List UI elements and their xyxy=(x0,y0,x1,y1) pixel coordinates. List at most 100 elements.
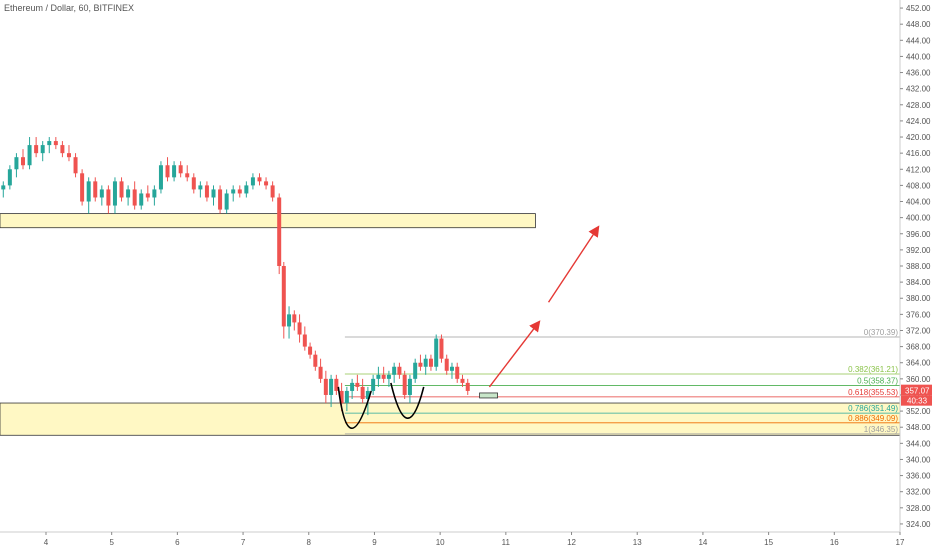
x-tick-label: 7 xyxy=(241,538,246,547)
candle-body xyxy=(376,374,381,379)
y-tick-label: 352.00 xyxy=(906,407,931,416)
candle-body xyxy=(80,173,85,202)
x-tick-label: 8 xyxy=(307,538,312,547)
support-resistance-zone xyxy=(0,213,536,229)
y-tick-label: 372.00 xyxy=(906,326,931,335)
support-resistance-zone xyxy=(0,402,901,436)
candle-body xyxy=(27,145,32,166)
y-tick-label: 364.00 xyxy=(906,359,931,368)
pattern-curve-right xyxy=(390,382,425,419)
countdown-tag xyxy=(901,395,932,406)
candle-body xyxy=(139,193,144,206)
candle-body xyxy=(350,382,355,391)
fib-level-label: 0.5(358.37) xyxy=(857,376,898,385)
candle-body xyxy=(434,338,439,367)
y-tick-label: 376.00 xyxy=(906,310,931,319)
y-tick-label: 452.00 xyxy=(906,4,931,13)
y-tick-label: 348.00 xyxy=(906,423,931,432)
x-tick-label: 15 xyxy=(764,538,773,547)
candle-body xyxy=(231,189,236,194)
candle-body xyxy=(407,378,412,395)
y-tick-label: 324.00 xyxy=(906,520,931,529)
candle-body xyxy=(465,382,470,391)
candle-body xyxy=(334,378,339,391)
candle-body xyxy=(53,141,58,146)
candle-body xyxy=(244,185,249,194)
candle-body xyxy=(1,185,6,190)
candle-body xyxy=(99,189,104,198)
y-tick-label: 332.00 xyxy=(906,488,931,497)
candle-body xyxy=(198,185,203,190)
y-tick-label: 368.00 xyxy=(906,343,931,352)
countdown-text: 40:33 xyxy=(907,397,928,406)
candle-body xyxy=(218,189,223,210)
y-tick-label: 328.00 xyxy=(906,504,931,513)
y-tick-label: 392.00 xyxy=(906,246,931,255)
candle-body xyxy=(339,390,344,404)
candle-body xyxy=(371,378,376,391)
fib-level-label: 0(370.39) xyxy=(864,328,899,337)
last-price-tag xyxy=(901,384,932,396)
fib-level-label: 0.618(355.53) xyxy=(848,388,898,397)
candle-body xyxy=(323,378,328,395)
candle-body xyxy=(439,338,444,359)
y-tick-label: 404.00 xyxy=(906,198,931,207)
x-tick-label: 4 xyxy=(44,538,49,547)
candle-body xyxy=(73,157,78,174)
pattern-curve-left xyxy=(337,386,372,429)
candle-body xyxy=(287,314,292,327)
forecast-arrow-1 xyxy=(488,320,541,388)
candle-body xyxy=(318,366,323,379)
x-tick-label: 13 xyxy=(633,538,642,547)
x-tick-label: 6 xyxy=(175,538,180,547)
candle-body xyxy=(329,378,334,395)
y-tick-label: 344.00 xyxy=(906,439,931,448)
y-tick-label: 380.00 xyxy=(906,294,931,303)
candle-body xyxy=(428,358,433,367)
candle-body xyxy=(392,366,397,375)
x-tick-label: 17 xyxy=(896,538,905,547)
candle-body xyxy=(386,374,391,379)
x-tick-label: 10 xyxy=(436,538,445,547)
y-tick-label: 388.00 xyxy=(906,262,931,271)
candle-body xyxy=(191,177,196,190)
candle-body xyxy=(152,189,157,198)
candle-body xyxy=(165,165,170,178)
candle-body xyxy=(119,181,124,198)
candle-body xyxy=(86,181,91,202)
candle-body xyxy=(185,173,190,178)
candle-body xyxy=(132,189,137,206)
candle-body xyxy=(172,165,177,178)
candle-body xyxy=(264,181,269,186)
candle-body xyxy=(455,366,460,379)
candle-body xyxy=(365,390,370,399)
candle-body xyxy=(281,266,286,327)
candle-body xyxy=(34,145,39,154)
entry-box xyxy=(479,392,498,399)
candle-body xyxy=(66,153,71,158)
candle-body xyxy=(413,362,418,379)
candle-body xyxy=(402,374,407,395)
x-tick-label: 16 xyxy=(830,538,839,547)
candle-body xyxy=(106,189,111,206)
candle-body xyxy=(297,322,302,335)
candle-body xyxy=(423,358,428,367)
candle-body xyxy=(418,362,423,367)
candle-body xyxy=(444,358,449,371)
chart-title: Ethereum / Dollar, 60, BITFINEX xyxy=(4,3,135,13)
candle-body xyxy=(145,193,150,198)
y-tick-label: 420.00 xyxy=(906,133,931,142)
candle-body xyxy=(178,165,183,174)
x-tick-label: 9 xyxy=(372,538,377,547)
candle-body xyxy=(270,185,275,198)
candle-body xyxy=(158,165,163,190)
y-tick-label: 336.00 xyxy=(906,472,931,481)
candle-body xyxy=(47,141,52,146)
y-tick-label: 444.00 xyxy=(906,36,931,45)
y-tick-label: 424.00 xyxy=(906,117,931,126)
candle-body xyxy=(302,334,307,347)
candle-body xyxy=(292,314,297,323)
candle-body xyxy=(257,177,262,182)
y-tick-label: 448.00 xyxy=(906,20,931,29)
